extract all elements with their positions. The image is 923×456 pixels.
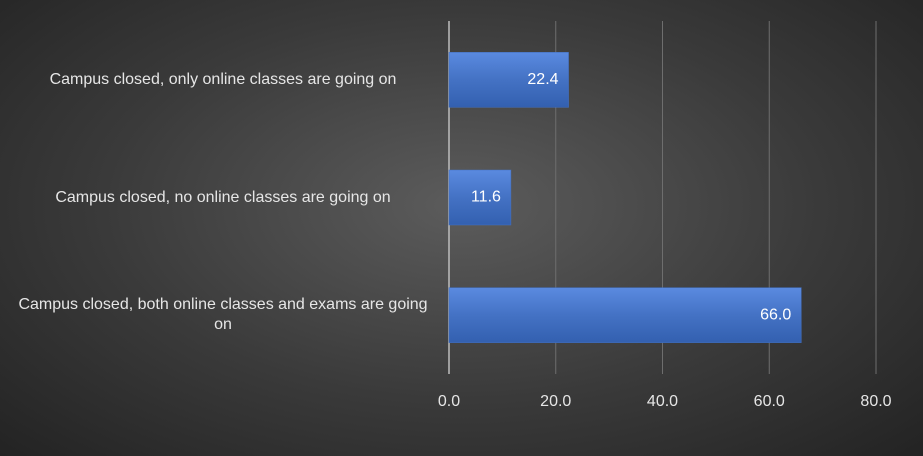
x-tick-label: 20.0 bbox=[540, 393, 571, 410]
x-tick-label: 60.0 bbox=[754, 393, 785, 410]
x-tick-label: 80.0 bbox=[860, 393, 891, 410]
y-tick-label: Campus closed, no online classes are goi… bbox=[55, 188, 391, 206]
bar bbox=[448, 287, 802, 343]
bar bbox=[448, 169, 512, 226]
data-label: 11.6 bbox=[471, 189, 501, 206]
data-label: 22.4 bbox=[527, 71, 558, 88]
x-tick-label: 0.0 bbox=[438, 393, 460, 410]
bar bbox=[448, 52, 569, 108]
y-tick-label: Campus closed, only online classes are g… bbox=[49, 70, 397, 88]
x-tick-label: 40.0 bbox=[647, 393, 678, 410]
data-label: 66.0 bbox=[760, 306, 791, 323]
y-tick-label: Campus closed, both online classes and e… bbox=[18, 296, 428, 334]
